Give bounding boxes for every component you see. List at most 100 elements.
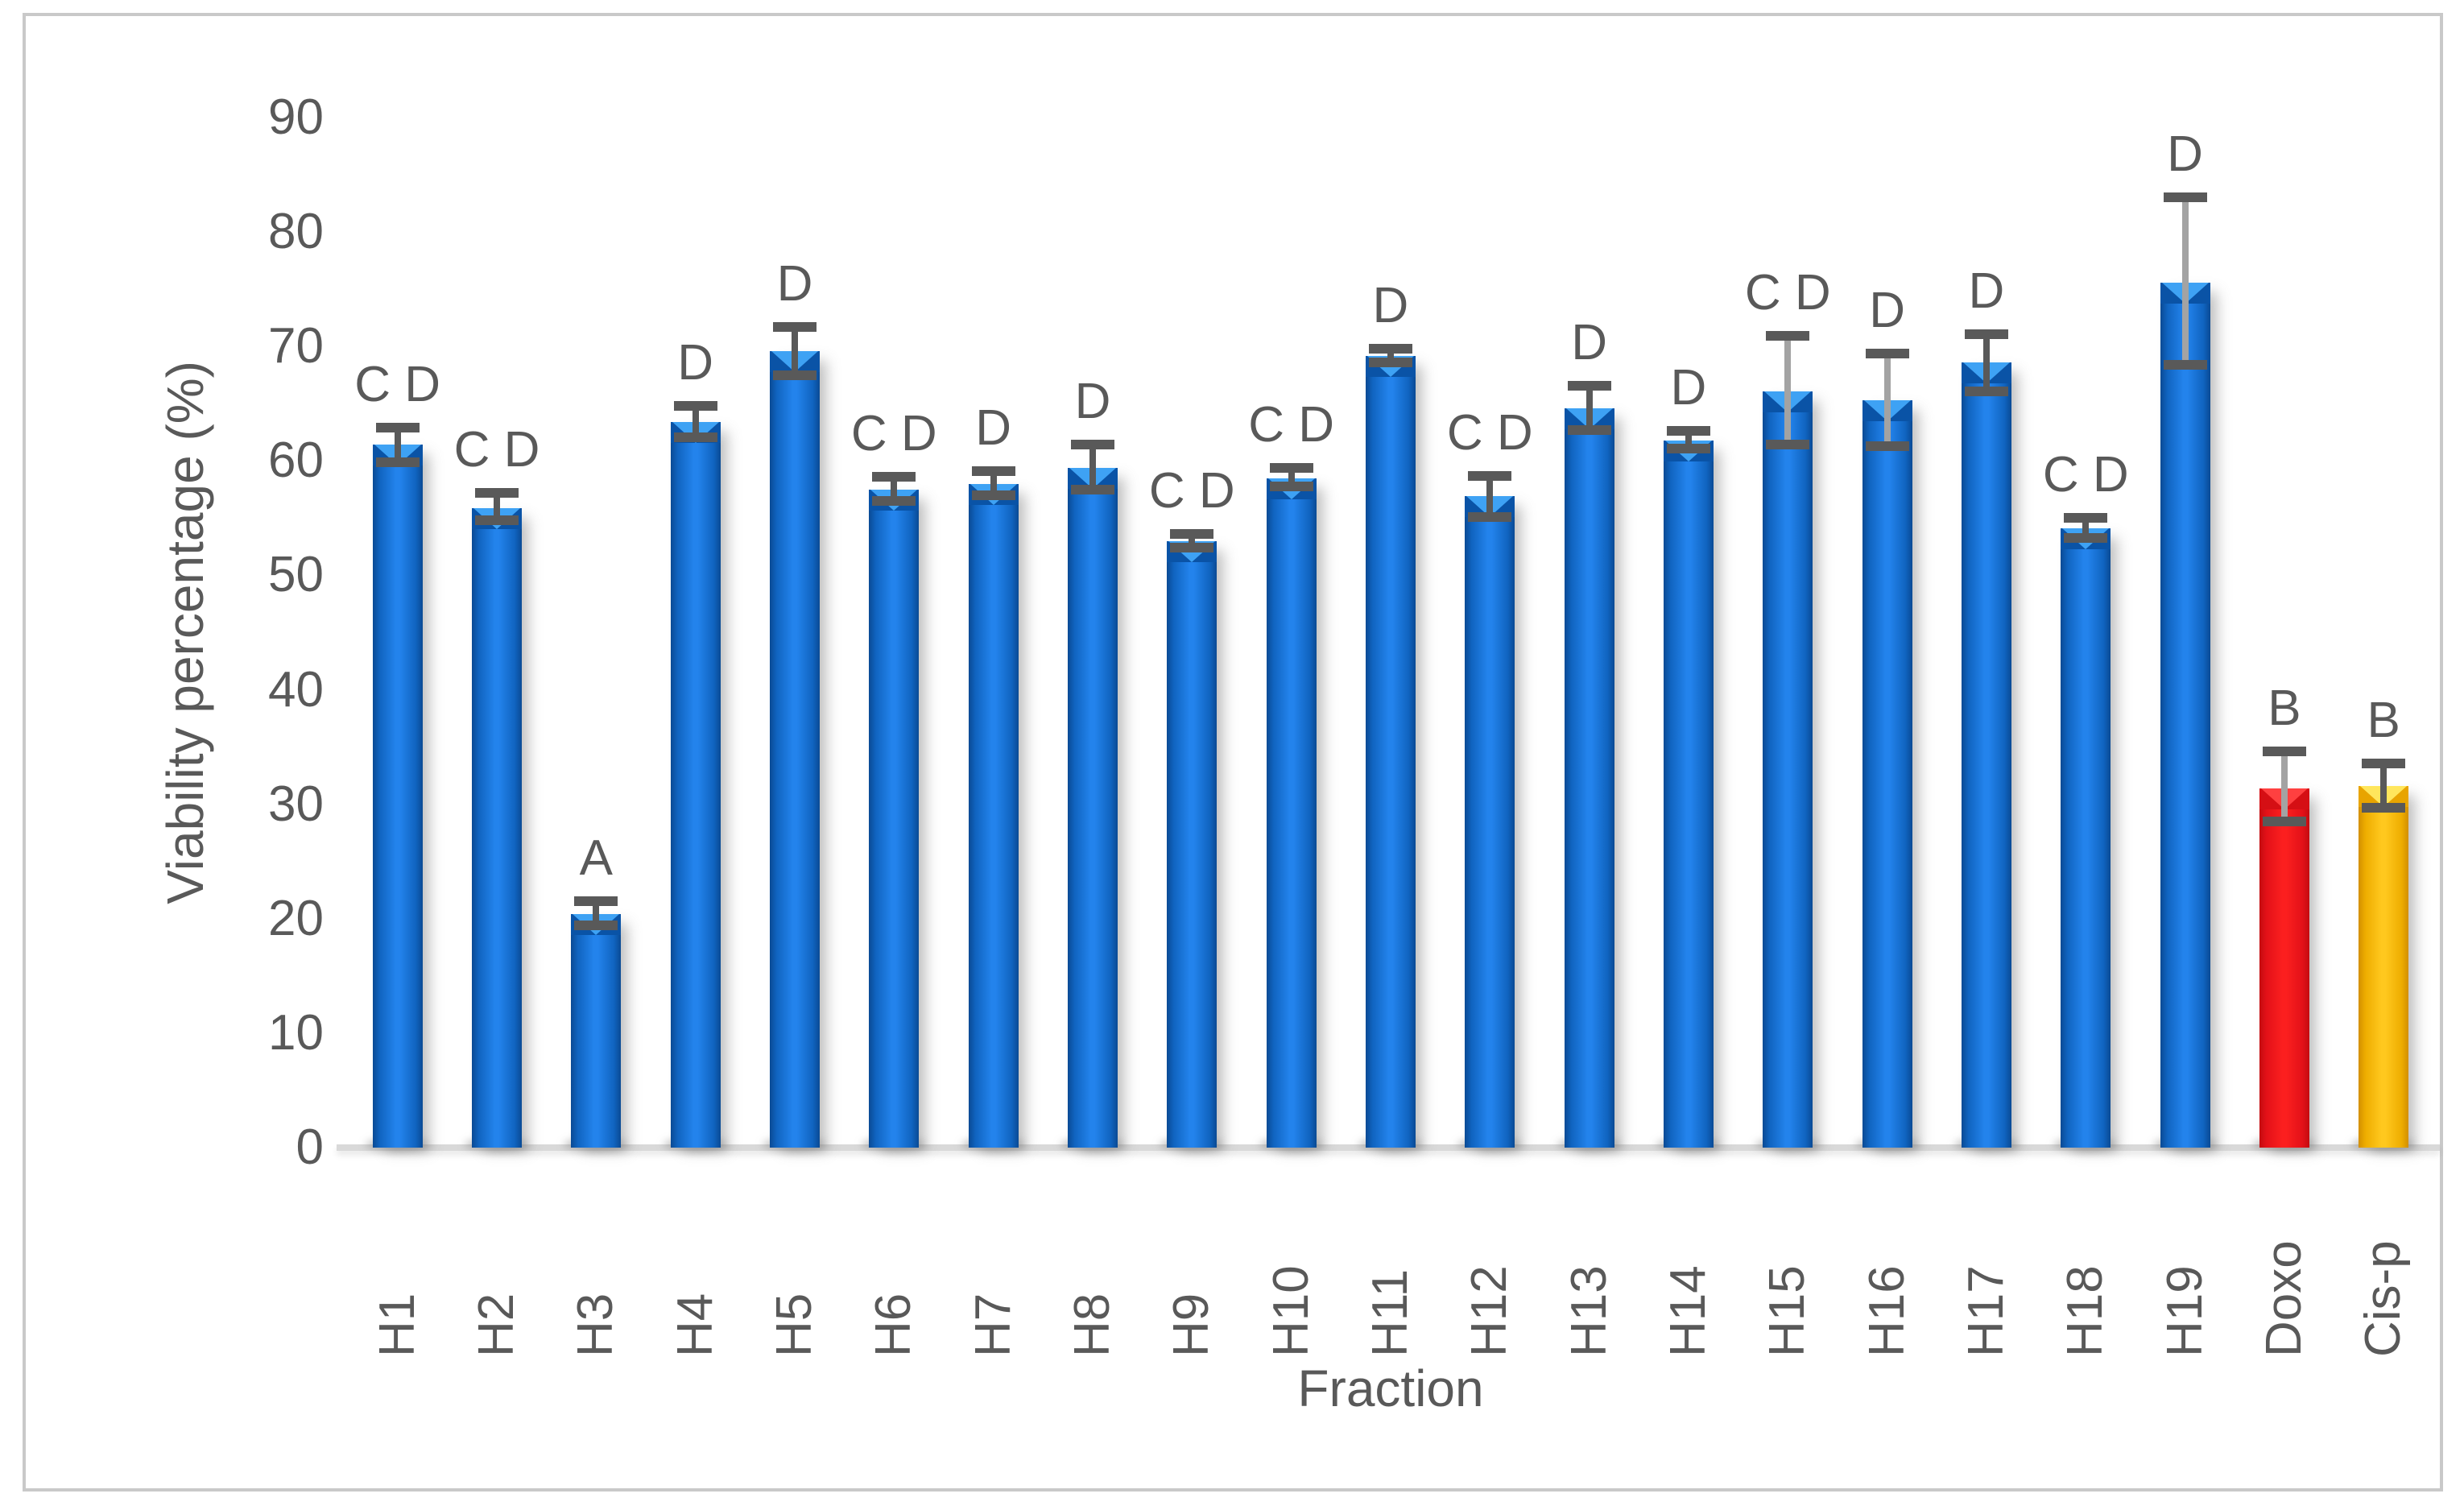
x-tick-label-text: H7	[965, 1293, 1021, 1357]
bar-h1	[372, 445, 423, 1148]
x-tick-label-text: H18	[2057, 1265, 2114, 1357]
x-tick-label-h6: H6	[845, 1172, 944, 1357]
error-bar-bottom-cap	[1070, 484, 1114, 494]
error-bar-line	[891, 477, 898, 502]
x-tick-label-text: H8	[1064, 1293, 1120, 1357]
y-tick-label-0: 0	[296, 1119, 324, 1175]
error-bar-top-cap	[474, 488, 519, 499]
significance-label-h17: D	[1968, 263, 2005, 319]
error-bar-bottom-cap	[1964, 386, 2008, 396]
bar-h18	[2061, 528, 2111, 1148]
error-bar-line	[1089, 445, 1096, 490]
x-tick-label-h14: H14	[1639, 1172, 1738, 1357]
error-bar-top-cap	[673, 401, 717, 412]
error-bar-top-cap	[772, 322, 817, 333]
bar-h13	[1564, 408, 1614, 1148]
plot-area: C D H1 C D H2 A H3 D H4 D H5 C D H6 D H7 D H8 C D H9 C D H1…	[348, 118, 2433, 1357]
significance-label-h18: C D	[2042, 447, 2129, 503]
significance-label-h6: C D	[850, 406, 937, 462]
x-tick-label-text: Cis-p	[2355, 1240, 2412, 1357]
bar-column-h13: D H13	[1540, 118, 1639, 1357]
error-bar-bottom-cap	[1468, 511, 1512, 522]
x-tick-label-h12: H12	[1441, 1172, 1540, 1357]
bar-h4	[670, 422, 721, 1148]
x-tick-label-h4: H4	[646, 1172, 745, 1357]
bar-column-h7: D H7	[944, 118, 1043, 1357]
error-bar-bottom-cap	[2163, 359, 2207, 370]
error-bar-bottom-cap	[1170, 543, 1214, 553]
error-bar-top-cap	[2163, 192, 2207, 203]
figure-border: Viability percentage (%) 0 10 20 30 40 50 60 70…	[23, 13, 2443, 1492]
x-tick-label-h5: H5	[745, 1172, 844, 1357]
error-bar-top-cap	[1964, 329, 2008, 339]
error-bar-line	[692, 406, 699, 437]
x-tick-label-h16: H16	[1838, 1172, 1937, 1357]
significance-label-h12: C D	[1446, 404, 1533, 461]
bar-column-h17: D H17	[1937, 118, 2036, 1357]
error-bar-top-cap	[1766, 331, 1810, 341]
bar-h2	[471, 507, 522, 1148]
bar-h7	[968, 483, 1019, 1148]
x-tick-label-text: H4	[667, 1293, 723, 1357]
bar-h11	[1365, 355, 1416, 1148]
x-tick-label-text: H3	[568, 1293, 624, 1357]
error-bar-top-cap	[2262, 747, 2306, 757]
bar-h17	[1961, 362, 2011, 1148]
bar-h15	[1763, 391, 1813, 1148]
x-tick-label-text: H15	[1759, 1265, 1816, 1357]
error-bar-bottom-cap	[872, 496, 916, 507]
error-bar-line	[1585, 385, 1593, 430]
significance-label-h2: C D	[453, 422, 540, 478]
error-bar-bottom-cap	[1865, 441, 1909, 451]
bar-h6	[869, 489, 920, 1148]
error-bar-line	[1883, 353, 1891, 446]
x-tick-label-text: H6	[866, 1293, 922, 1357]
error-bar-top-cap	[971, 466, 1015, 477]
significance-label-h7: D	[975, 400, 1012, 457]
error-bar-top-cap	[872, 472, 916, 482]
error-bar-line	[1288, 467, 1295, 486]
x-tick-label-h8: H8	[1043, 1172, 1142, 1357]
significance-label-h16: D	[1869, 282, 1905, 338]
error-bar-bottom-cap	[1766, 440, 1810, 450]
x-tick-label-text: H11	[1362, 1268, 1418, 1357]
x-tick-label-text: H13	[1561, 1265, 1617, 1357]
error-bar-top-cap	[375, 423, 420, 433]
bar-column-cis-p: B Cis-p	[2334, 118, 2433, 1357]
error-bar-bottom-cap	[574, 921, 618, 931]
x-tick-label-text: H5	[766, 1293, 822, 1357]
error-bar-bottom-cap	[1666, 443, 1710, 453]
y-tick-label-30: 30	[268, 776, 324, 832]
x-axis-title: Fraction	[1297, 1359, 1484, 1417]
error-bar-line	[1784, 336, 1792, 445]
x-tick-label-h11: H11	[1341, 1172, 1440, 1357]
error-bar-top-cap	[1070, 440, 1114, 450]
significance-label-h10: C D	[1248, 396, 1334, 453]
significance-label-h4: D	[677, 335, 714, 391]
error-bar-line	[1387, 349, 1394, 363]
error-bar-bottom-cap	[1368, 358, 1412, 368]
error-bar-line	[990, 471, 997, 495]
y-tick-label-80: 80	[268, 204, 324, 260]
y-tick-label-70: 70	[268, 318, 324, 374]
error-bar-bottom-cap	[2362, 802, 2406, 813]
error-bar-top-cap	[1368, 344, 1412, 354]
error-bar-top-cap	[1468, 470, 1512, 481]
x-tick-label-text: H9	[1164, 1293, 1220, 1357]
bar-column-h8: D H8	[1043, 118, 1142, 1357]
bar-column-h5: D H5	[745, 118, 844, 1357]
x-tick-label-h15: H15	[1738, 1172, 1838, 1357]
x-tick-label-cis-p: Cis-p	[2334, 1172, 2433, 1357]
bar-h8	[1067, 467, 1118, 1148]
bar-cis-p	[2359, 785, 2409, 1148]
bar-column-h11: D H11	[1341, 118, 1440, 1357]
significance-label-h15: C D	[1744, 265, 1831, 321]
error-bar-line	[1685, 431, 1692, 449]
bar-column-h1: C D H1	[348, 118, 447, 1357]
x-axis-line	[337, 1144, 2440, 1151]
error-bar-line	[2082, 518, 2090, 538]
error-bar-bottom-cap	[1567, 424, 1611, 435]
error-bar-bottom-cap	[673, 432, 717, 442]
significance-label-h14: D	[1670, 360, 1707, 416]
error-bar-top-cap	[1567, 380, 1611, 391]
